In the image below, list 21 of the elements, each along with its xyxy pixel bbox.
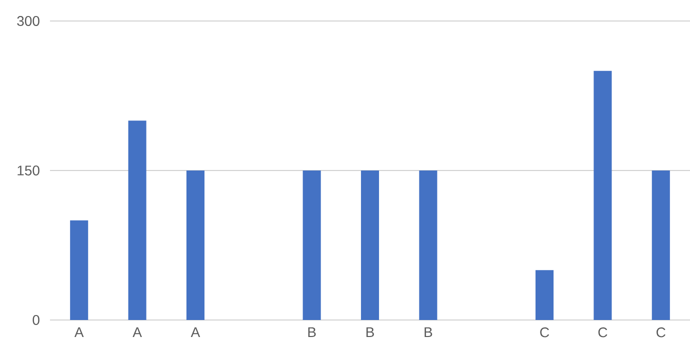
y-tick-label: 300: [17, 16, 40, 26]
bar: [70, 220, 88, 320]
bar: [419, 170, 438, 320]
y-tick-label: 150: [18, 166, 40, 176]
x-tick-label: A: [74, 327, 84, 337]
x-tick-label: A: [132, 327, 142, 337]
y-tick-label: 0: [32, 315, 40, 325]
x-tick-label: B: [366, 327, 374, 337]
bar: [536, 270, 554, 320]
x-tick-label: A: [190, 327, 200, 337]
bar: [128, 120, 146, 320]
x-tick-label: B: [308, 327, 316, 337]
bar: [594, 70, 612, 320]
bar: [186, 170, 204, 320]
bar: [302, 170, 321, 320]
x-tick-label: C: [656, 327, 666, 338]
bar: [360, 170, 380, 320]
x-tick-label: C: [598, 327, 608, 338]
x-tick-label: C: [540, 327, 550, 338]
bar: [652, 170, 670, 320]
x-tick-label: B: [424, 327, 432, 337]
